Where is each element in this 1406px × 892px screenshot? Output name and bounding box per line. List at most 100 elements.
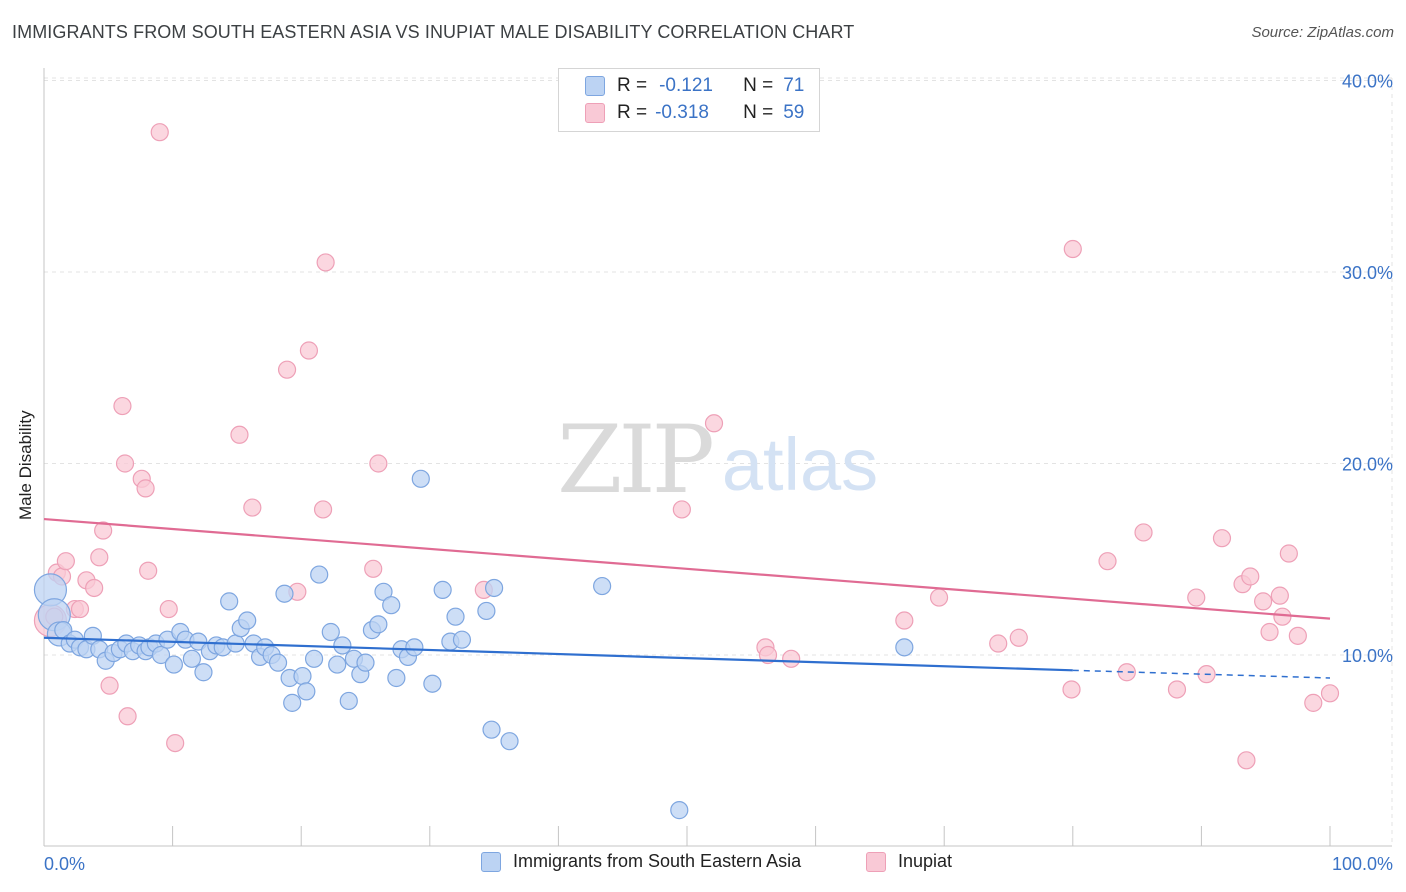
data-point-sea[interactable]: [500, 732, 519, 751]
legend-row-inupiat: R = -0.318 N = 59: [585, 100, 804, 126]
correlation-legend: R = -0.121 N = 71 R = -0.318 N = 59: [558, 68, 820, 132]
data-point-sea[interactable]: [220, 592, 239, 611]
data-point-inupiat[interactable]: [166, 733, 185, 753]
data-point-inupiat[interactable]: [150, 123, 169, 142]
trend-line-sea: [43, 636, 1073, 672]
data-point-inupiat[interactable]: [159, 599, 178, 619]
data-point-sea[interactable]: [268, 653, 288, 672]
data-point-inupiat[interactable]: [1288, 626, 1307, 645]
data-point-inupiat[interactable]: [1273, 607, 1292, 626]
data-point-inupiat[interactable]: [316, 253, 335, 272]
data-point-sea[interactable]: [485, 578, 504, 598]
y-tick-label: 20.0%: [1342, 455, 1393, 475]
data-point-inupiat[interactable]: [100, 676, 119, 695]
watermark: ZIP atlas: [557, 406, 878, 515]
data-point-inupiat[interactable]: [136, 479, 155, 498]
x-tick-label: 100.0%: [1332, 854, 1393, 874]
legend-n-value: 71: [783, 75, 805, 96]
data-point-sea[interactable]: [151, 645, 171, 665]
data-point-sea[interactable]: [182, 649, 201, 668]
data-point-sea[interactable]: [293, 666, 312, 686]
data-point-inupiat[interactable]: [704, 414, 724, 433]
chart-title: IMMIGRANTS FROM SOUTH EASTERN ASIA VS IN…: [12, 22, 855, 42]
data-point-inupiat[interactable]: [1167, 680, 1187, 699]
data-point-sea[interactable]: [452, 630, 472, 649]
data-point-inupiat[interactable]: [369, 454, 388, 473]
data-point-inupiat[interactable]: [1009, 628, 1028, 647]
data-point-sea[interactable]: [283, 693, 302, 712]
data-point-inupiat[interactable]: [1241, 567, 1260, 586]
y-axis-label: Male Disability: [16, 410, 35, 520]
data-point-sea[interactable]: [405, 638, 424, 657]
data-point-sea[interactable]: [423, 674, 442, 693]
data-point-sea[interactable]: [238, 611, 257, 630]
data-point-sea[interactable]: [374, 582, 393, 601]
data-point-inupiat[interactable]: [94, 521, 113, 540]
data-point-sea[interactable]: [275, 584, 294, 603]
data-point-inupiat[interactable]: [115, 454, 135, 473]
data-point-sea[interactable]: [477, 601, 496, 621]
data-point-inupiat[interactable]: [230, 425, 249, 444]
data-point-inupiat[interactable]: [1279, 544, 1298, 563]
source-label: Source: ZipAtlas.com: [1251, 24, 1394, 41]
data-point-inupiat[interactable]: [895, 611, 914, 630]
legend-label-sea: Immigrants from South Eastern Asia: [513, 851, 802, 871]
data-point-inupiat[interactable]: [277, 360, 297, 379]
data-point-sea[interactable]: [670, 801, 689, 820]
data-point-sea[interactable]: [310, 565, 329, 584]
data-point-inupiat[interactable]: [364, 559, 383, 578]
data-point-inupiat[interactable]: [1260, 622, 1279, 642]
data-point-sea[interactable]: [446, 607, 465, 626]
data-point-sea[interactable]: [369, 615, 388, 634]
legend-item-inupiat[interactable]: Inupiat: [866, 851, 952, 872]
data-point-sea[interactable]: [411, 469, 430, 488]
data-point-inupiat[interactable]: [989, 634, 1008, 653]
data-point-inupiat[interactable]: [1187, 588, 1206, 607]
data-point-sea[interactable]: [433, 580, 452, 599]
trend-line-inupiat: [43, 517, 1331, 620]
data-point-sea[interactable]: [387, 668, 406, 688]
data-point-inupiat[interactable]: [1320, 684, 1340, 703]
data-point-inupiat[interactable]: [1134, 523, 1153, 542]
data-point-sea[interactable]: [333, 636, 352, 655]
data-point-sea[interactable]: [194, 663, 213, 682]
data-point-inupiat[interactable]: [758, 645, 778, 665]
data-point-inupiat[interactable]: [1062, 680, 1081, 699]
data-point-inupiat[interactable]: [90, 548, 109, 567]
data-point-sea[interactable]: [304, 649, 324, 668]
data-point-inupiat[interactable]: [299, 341, 319, 360]
data-point-sea[interactable]: [328, 655, 347, 674]
legend-r-label: R =: [617, 102, 648, 123]
x-tick-label: 0.0%: [44, 854, 85, 874]
data-point-inupiat[interactable]: [56, 552, 75, 571]
data-point-sea[interactable]: [164, 655, 183, 674]
legend-r-label: R =: [617, 75, 648, 96]
data-point-sea[interactable]: [297, 682, 316, 701]
data-point-sea[interactable]: [356, 653, 375, 672]
data-point-inupiat[interactable]: [782, 649, 801, 668]
data-point-sea[interactable]: [382, 596, 401, 615]
data-point-inupiat[interactable]: [1270, 586, 1289, 605]
data-point-inupiat[interactable]: [85, 578, 104, 598]
data-point-inupiat[interactable]: [243, 498, 262, 517]
data-point-sea[interactable]: [895, 638, 914, 657]
data-point-inupiat[interactable]: [1254, 592, 1273, 611]
data-point-inupiat[interactable]: [672, 500, 691, 519]
data-point-inupiat[interactable]: [1098, 552, 1117, 571]
legend-item-sea[interactable]: Immigrants from South Eastern Asia: [481, 851, 801, 872]
data-point-inupiat[interactable]: [313, 500, 333, 519]
data-point-inupiat[interactable]: [1063, 239, 1082, 259]
data-point-sea[interactable]: [593, 576, 612, 596]
data-point-inupiat[interactable]: [139, 561, 158, 580]
data-point-inupiat[interactable]: [1212, 529, 1232, 548]
data-point-inupiat[interactable]: [70, 599, 90, 619]
data-point-inupiat[interactable]: [1304, 693, 1323, 712]
data-point-inupiat[interactable]: [118, 707, 137, 726]
data-point-sea[interactable]: [321, 622, 340, 642]
data-point-sea[interactable]: [339, 691, 358, 711]
data-point-sea[interactable]: [482, 720, 501, 739]
data-point-inupiat[interactable]: [929, 588, 949, 607]
data-point-inupiat[interactable]: [1237, 751, 1256, 770]
data-point-inupiat[interactable]: [113, 396, 132, 416]
legend-n-label: N =: [743, 75, 774, 96]
